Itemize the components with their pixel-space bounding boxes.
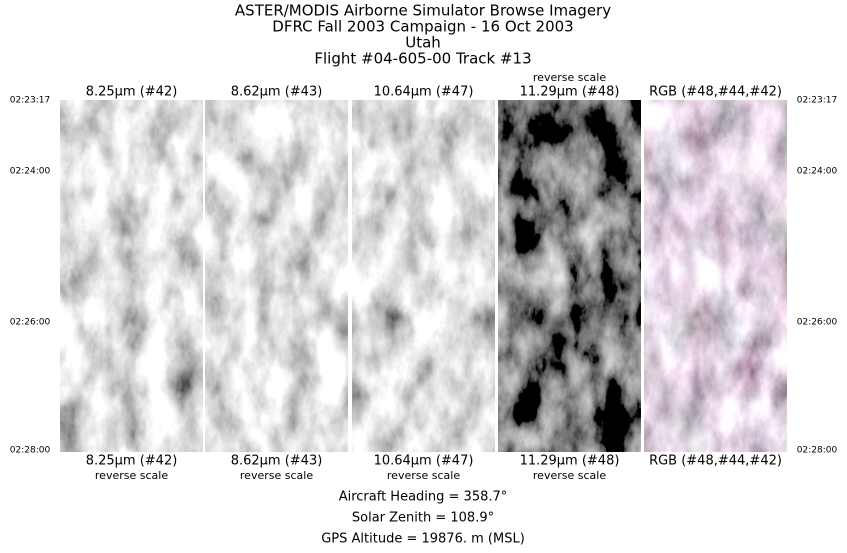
title-line: DFRC Fall 2003 Campaign - 16 Oct 2003 [272, 18, 573, 36]
image-panel [60, 100, 203, 452]
panel-label: 10.64μm (#47) [374, 454, 474, 469]
panel-label: RGB (#48,#44,#42) [649, 85, 782, 100]
time-label: 02:23:17 [10, 96, 50, 106]
image-panel [352, 100, 495, 452]
panel-note: reverse scale [387, 469, 460, 482]
panel-label: 8.62μm (#43) [231, 454, 323, 469]
panel-label: RGB (#48,#44,#42) [649, 454, 782, 469]
panel-note: reverse scale [533, 469, 606, 482]
time-label: 02:26:00 [797, 318, 838, 328]
time-label: 02:23:17 [797, 96, 837, 106]
image-panel [644, 100, 787, 452]
panel-label: 8.62μm (#43) [231, 85, 323, 100]
panel-label: 8.25μm (#42) [86, 454, 178, 469]
footer-line: Aircraft Heading = 358.7° [339, 490, 508, 505]
title-line: Utah [405, 34, 441, 52]
footer-line: Solar Zenith = 108.9° [352, 511, 494, 526]
panel-note: reverse scale [533, 71, 606, 84]
title-line: ASTER/MODIS Airborne Simulator Browse Im… [235, 2, 611, 20]
panel-label: 10.64μm (#47) [374, 85, 474, 100]
time-label: 02:24:00 [797, 167, 838, 177]
panel-label: 11.29μm (#48) [520, 85, 620, 100]
panel-label: 11.29μm (#48) [520, 454, 620, 469]
panel-note: reverse scale [240, 469, 313, 482]
image-panel [498, 100, 641, 452]
title-line: Flight #04-605-00 Track #13 [314, 50, 531, 68]
panel-note: reverse scale [95, 469, 168, 482]
footer-line: GPS Altitude = 19876. m (MSL) [321, 532, 525, 547]
image-panel [205, 100, 348, 452]
time-label: 02:28:00 [797, 446, 838, 456]
panel-label: 8.25μm (#42) [86, 85, 178, 100]
time-label: 02:28:00 [10, 446, 51, 456]
time-label: 02:26:00 [10, 318, 51, 328]
time-label: 02:24:00 [10, 167, 51, 177]
